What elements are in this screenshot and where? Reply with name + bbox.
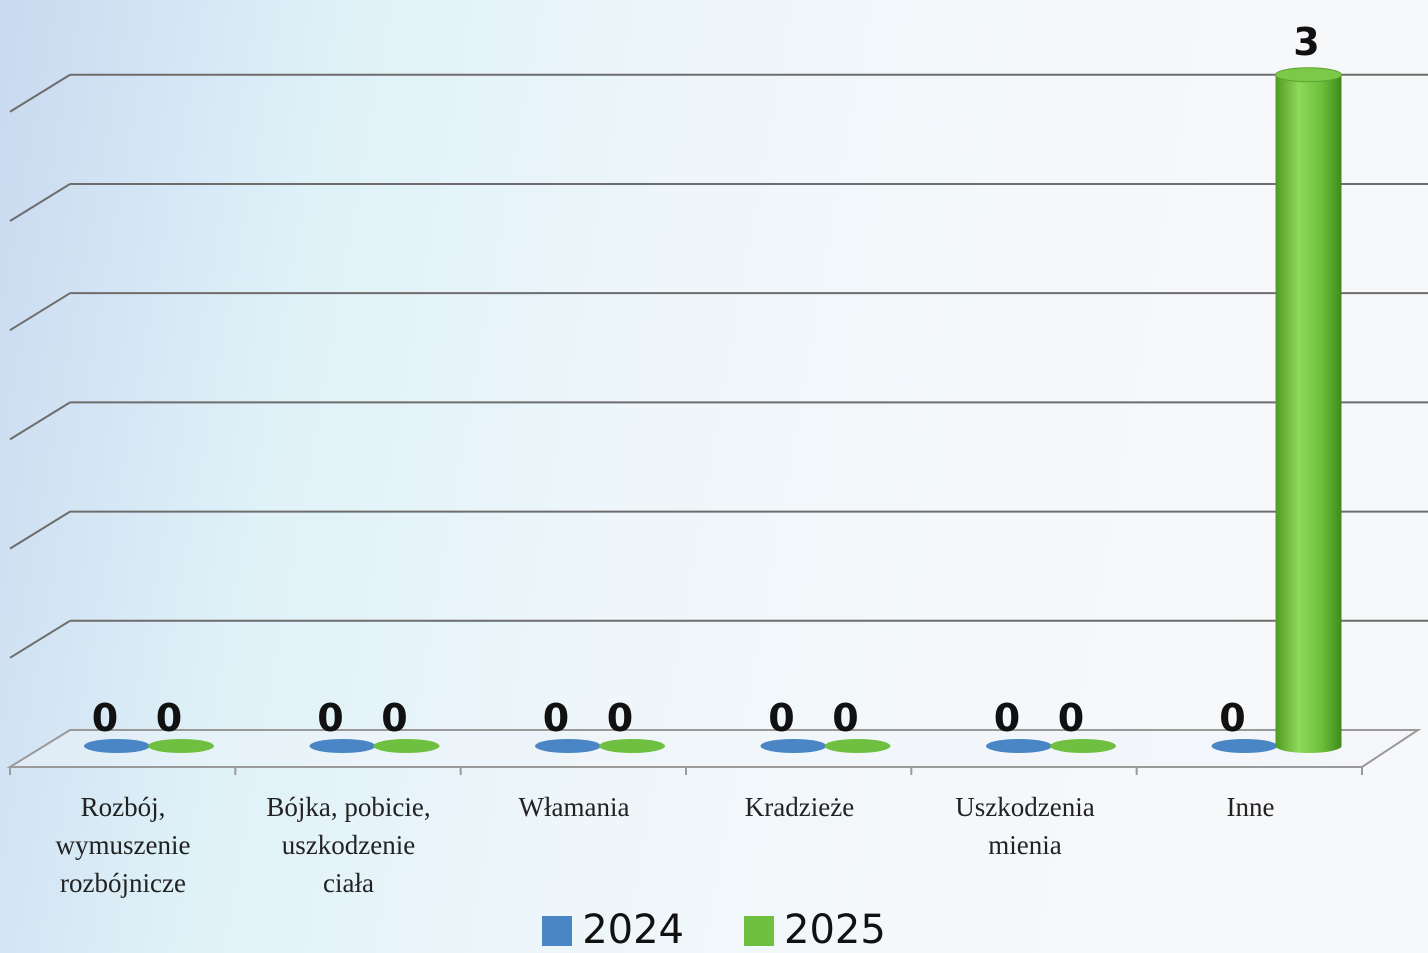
x-axis-label-6-line-1: Inne	[1226, 792, 1275, 822]
chart-floor	[6, 729, 1422, 768]
x-axis-label-6: Inne	[1141, 788, 1361, 826]
gridline-depth-6	[9, 73, 71, 113]
x-axis-label-4: Kradzieże	[690, 788, 910, 826]
gridline-depth-4	[9, 292, 71, 332]
data-label-series-2025-cat-3: 0	[607, 696, 633, 740]
bar-series-2024-cat-4	[760, 739, 827, 753]
bar-series-2024-cat-1	[84, 739, 150, 753]
bar-series-2025-cat-3	[599, 739, 665, 753]
gridline-depth-2	[9, 510, 71, 550]
data-label-series-2024-cat-3: 0	[543, 696, 569, 740]
gridline-depth-3	[9, 401, 71, 441]
x-axis-label-2-line-1: Bójka, pobicie,	[266, 792, 431, 822]
x-axis-label-5: Uszkodzenia mienia	[915, 788, 1135, 864]
x-axis-label-2-line-2: uszkodzenie	[281, 830, 416, 860]
bar-series-2024-cat-3	[535, 739, 601, 753]
legend-swatch-2025	[744, 915, 774, 946]
legend-item-2025: 2025	[744, 908, 886, 953]
x-axis-label-5-line-2: mienia	[988, 830, 1062, 860]
x-axis-label-2-line-3: ciała	[323, 868, 374, 898]
gridline-depth-1	[9, 619, 71, 659]
x-axis-label-1: Rozbój, wymuszenie rozbójnicze	[13, 788, 233, 902]
bar-series-2025-cat-6	[1275, 74, 1342, 746]
data-label-series-2025-cat-4: 0	[832, 696, 858, 740]
bar-series-2025-cat-2	[373, 739, 440, 753]
legend-label-2025: 2025	[784, 907, 886, 953]
data-label-series-2024-cat-1: 0	[92, 696, 118, 740]
gridline-depth-5	[9, 183, 71, 222]
bar-series-2025-cat-1	[148, 739, 214, 753]
x-axis-label-1-line-2: wymuszenie	[55, 830, 191, 860]
legend-item-2024: 2024	[542, 908, 684, 953]
data-label-series-2025-cat-6: 3	[1293, 20, 1319, 64]
x-axis-label-4-line-1: Kradzieże	[744, 792, 855, 822]
x-axis-label-1-line-3: rozbójnicze	[60, 868, 186, 898]
legend-swatch-2024	[542, 915, 573, 946]
x-axis-label-3-line-1: Włamania	[518, 792, 630, 822]
bar-top-series-2025-cat-6	[1275, 67, 1342, 83]
bar-series-2024-cat-6	[1211, 739, 1278, 753]
data-label-series-2024-cat-4: 0	[768, 696, 794, 740]
legend: 2024 2025	[0, 908, 1428, 953]
data-label-series-2025-cat-2: 0	[381, 696, 407, 740]
data-label-series-2025-cat-1: 0	[156, 696, 182, 740]
x-axis-label-5-line-1: Uszkodzenia	[955, 792, 1095, 822]
x-axis-label-2: Bójka, pobicie, uszkodzenie ciała	[239, 788, 459, 902]
data-label-series-2024-cat-5: 0	[994, 696, 1020, 740]
data-label-series-2024-cat-6: 0	[1219, 696, 1245, 740]
bar-series-2024-cat-5	[986, 739, 1052, 753]
bar-base-series-2025-cat-6	[1275, 739, 1342, 753]
x-axis-label-1-line-1: Rozbój,	[80, 792, 166, 822]
data-label-series-2025-cat-5: 0	[1058, 696, 1084, 740]
data-label-series-2024-cat-2: 0	[317, 696, 343, 740]
bar-series-2025-cat-5	[1050, 739, 1116, 753]
bar-series-2024-cat-2	[309, 739, 376, 753]
bar-series-2025-cat-4	[824, 739, 891, 753]
x-axis-label-3: Włamania	[464, 788, 684, 826]
legend-label-2024: 2024	[582, 907, 684, 953]
